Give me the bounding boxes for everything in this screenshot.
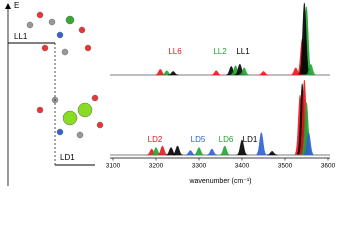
peak [305,63,317,76]
x-tick-label: 3200 [149,163,164,170]
peak [266,151,278,156]
level-label: LD1 [60,153,75,162]
x-tick-label: 3400 [235,163,250,170]
peak-label: LL2 [213,47,227,56]
molecule-bottom [36,94,104,139]
peak [157,145,168,156]
peak-label: LD2 [148,135,163,144]
peak [172,145,183,156]
peak [258,71,269,76]
peak-label: LD5 [191,135,206,144]
level-label: LL1 [14,32,28,41]
peak [298,2,310,75]
molecule-top [26,11,92,56]
x-axis-label: wavenumber (cm⁻¹) [188,178,251,185]
x-tick-label: 3100 [106,163,121,170]
x-tick-label: 3300 [192,163,207,170]
peak [303,132,314,155]
energy-label: E [14,1,19,10]
peak [168,71,179,76]
peak [236,139,248,156]
peak [238,67,250,76]
peak [193,147,205,156]
figure: E LL1 LD1 3100 3200 3300 3400 3500 3600 wavenu… [5,1,336,186]
peak-label: LL6 [168,47,182,56]
peak-label: LD1 [243,135,258,144]
peak [219,145,230,156]
peak-label: LD6 [219,135,234,144]
peak-label: LL1 [236,47,250,56]
peak [256,132,267,155]
x-tick-label: 3500 [278,163,293,170]
peak [185,150,196,156]
peak [211,70,222,76]
x-tick-label: 3600 [321,163,336,170]
peak [206,148,218,156]
energy-arrow [5,3,11,9]
